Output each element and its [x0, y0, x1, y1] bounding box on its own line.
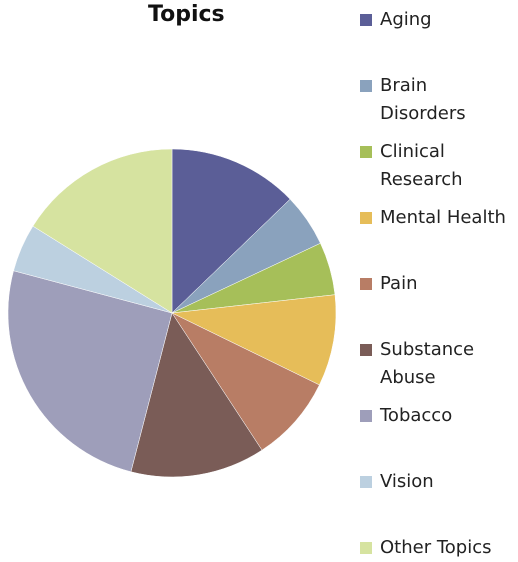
legend-label: Vision	[380, 471, 434, 492]
legend-label: Pain	[380, 273, 418, 294]
legend-swatch	[360, 146, 372, 158]
legend-label: Substance Abuse	[380, 339, 475, 388]
pie-slice-substance-abuse	[130, 312, 263, 478]
legend-label: Brain Disorders	[380, 75, 466, 124]
pie-slice-mental-health	[171, 294, 337, 386]
legend-swatch	[360, 542, 372, 554]
legend-swatch	[360, 80, 372, 92]
pie-slice-other-topics	[32, 148, 173, 314]
legend-label: Aging	[380, 9, 432, 30]
legend-label: Clinical Research	[380, 141, 463, 190]
pie-slice-pain	[171, 312, 320, 451]
legend-swatch	[360, 344, 372, 356]
legend-label: Mental Health	[380, 207, 506, 228]
legend-swatch	[360, 278, 372, 290]
legend-label: Tobacco	[380, 405, 453, 426]
chart-title: Topics	[148, 2, 225, 27]
pie-slice-tobacco	[7, 270, 173, 473]
legend-swatch	[360, 14, 372, 26]
legend-swatch	[360, 410, 372, 422]
legend-swatch	[360, 476, 372, 488]
pie-slice-aging	[171, 148, 291, 314]
legend-swatch	[360, 212, 372, 224]
legend-label: Other Topics	[380, 537, 492, 558]
